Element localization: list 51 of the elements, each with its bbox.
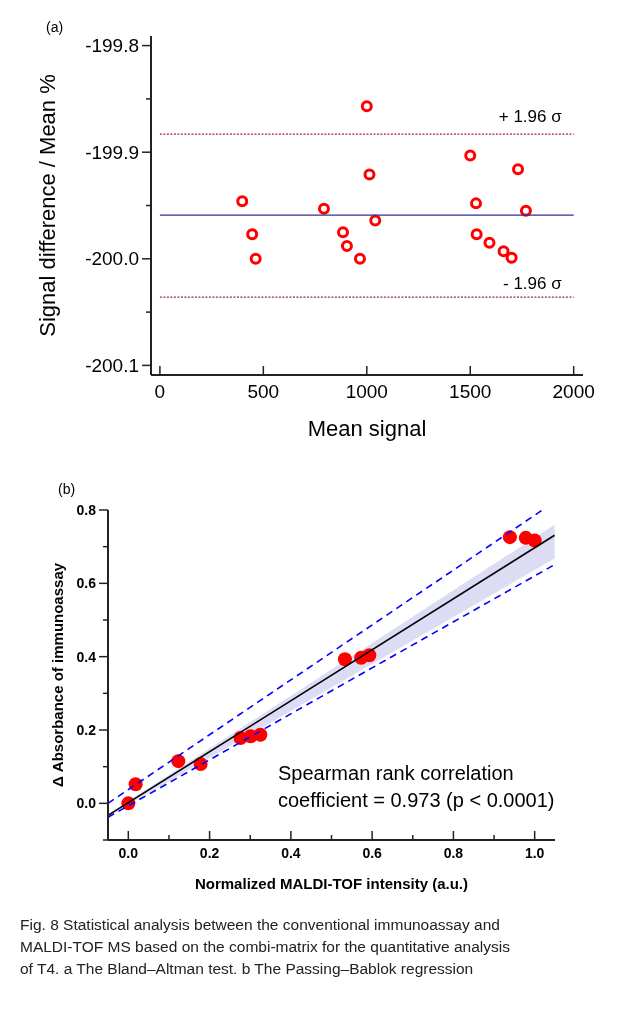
y-tick-label: -200.0 [85,248,139,270]
point [363,168,376,181]
point [502,530,517,545]
x-tick-label: 1000 [345,381,388,402]
point [497,245,510,258]
x-tick-label: 0.4 [281,845,301,861]
y-tick-label: -199.8 [85,35,139,57]
point [246,228,259,241]
point [470,228,483,241]
point [337,652,352,667]
x-tick-label: 0.6 [362,845,383,861]
x-tick-label: 0.8 [443,845,464,861]
y-tick-label: -199.9 [85,141,139,163]
y-tick-label: 0.2 [76,721,97,738]
point [512,163,525,176]
y-tick-label: -200.1 [85,355,139,377]
y-axis-title: Signal difference / Mean % [35,74,60,337]
y-tick-label: 0.0 [76,795,97,812]
chart-title: (b) [58,481,76,497]
x-axis-title: Mean signal [307,416,427,441]
ref-line-label: + 1.96 σ [498,107,563,127]
point [249,252,262,265]
point [317,202,330,215]
y-tick-label: 0.4 [76,648,97,665]
point [464,149,477,162]
point [340,240,353,253]
x-tick-label: 0.2 [199,845,220,861]
x-tick-label: 1500 [449,381,492,402]
point [470,197,483,210]
point [360,100,373,113]
x-tick-label: 2000 [552,381,595,402]
annotation: Spearman rank correlation coefficient = 0.973 (p < 0.0001) [278,762,555,811]
point [505,251,518,264]
y-tick-label: 0.6 [76,575,97,592]
point [353,252,366,265]
point [236,195,249,208]
point [483,236,496,249]
point [519,204,532,217]
caption: Fig. 8 Statistical analysis between the conventional immunoassay and MALDI-TOF MS based on the combi-matrix for the quantitative analysis of T4. a The Bland–Altman test. b The Passing–Bablok regression [20,916,511,977]
y-axis-title: Δ Absorbance of immunoassay [49,562,66,788]
x-tick-label: 500 [247,381,280,402]
point [171,754,186,769]
x-tick-label: 0 [154,381,166,402]
point [337,226,349,239]
x-tick-label: 1.0 [524,845,545,861]
point [527,533,542,548]
ref-line-label: - 1.96 σ [503,274,563,294]
point [369,214,382,227]
y-tick-label: 0.8 [76,501,97,518]
chart-title: (a) [46,19,64,35]
x-axis-title: Normalized MALDI-TOF intensity (a.u.) [194,875,469,892]
